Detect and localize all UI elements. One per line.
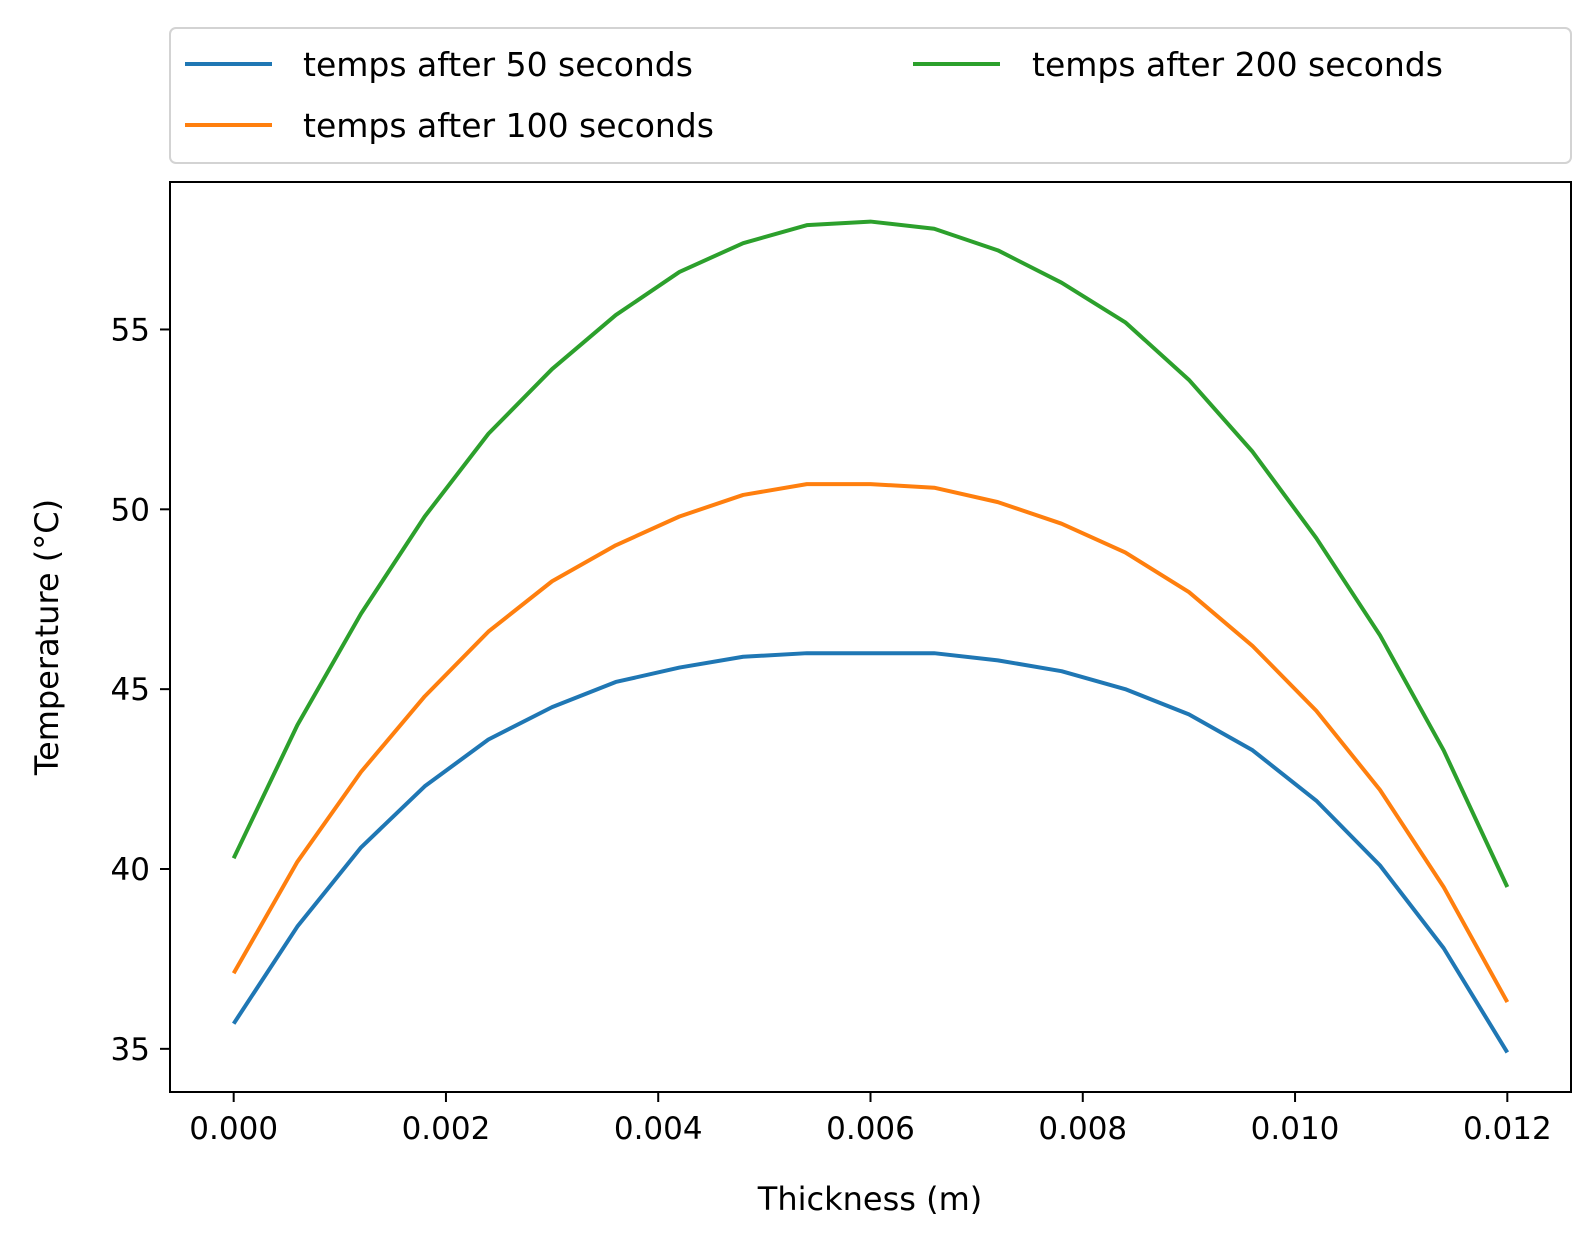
legend-entry-2: temps after 100 seconds <box>185 106 714 145</box>
legend-label-1: temps after 50 seconds <box>303 45 693 84</box>
legend-box <box>169 27 1572 164</box>
x-tick-label: 0.002 <box>402 1111 491 1147</box>
x-tick-label: 0.004 <box>614 1111 703 1147</box>
x-tick-label: 0.012 <box>1463 1111 1552 1147</box>
y-tick-label: 55 <box>111 312 150 348</box>
y-tick-label: 40 <box>111 852 150 888</box>
y-axis-label: Temperature (°C) <box>28 499 66 776</box>
legend-entry-3: temps after 200 seconds <box>913 45 1443 84</box>
plot-frame <box>169 181 1572 1093</box>
legend-label-3: temps after 200 seconds <box>1032 45 1443 84</box>
plot-area <box>169 181 1572 1093</box>
y-axis-ticks: 35 40 45 50 55 <box>111 312 170 1068</box>
x-tick-label: 0.006 <box>826 1111 915 1147</box>
series-line-1 <box>232 651 1510 1054</box>
x-axis-ticks: 0.000 0.002 0.004 0.006 0.008 0.010 0.012 <box>189 1092 1552 1147</box>
series-line-2 <box>231 482 1510 1004</box>
legend: temps after 50 seconds temps after 100 s… <box>169 27 1572 164</box>
legend-label-2: temps after 100 seconds <box>303 106 714 145</box>
y-tick-label: 35 <box>111 1032 150 1068</box>
x-axis-label: Thickness (m) <box>757 1180 982 1218</box>
y-tick-label: 45 <box>111 672 150 708</box>
series-line-3 <box>231 219 1510 888</box>
x-tick-label: 0.000 <box>189 1111 278 1147</box>
series-layer <box>231 219 1510 1054</box>
legend-entry-1: temps after 50 seconds <box>185 45 693 84</box>
x-tick-label: 0.008 <box>1038 1111 1127 1147</box>
x-tick-label: 0.010 <box>1251 1111 1340 1147</box>
y-tick-label: 50 <box>111 492 150 528</box>
